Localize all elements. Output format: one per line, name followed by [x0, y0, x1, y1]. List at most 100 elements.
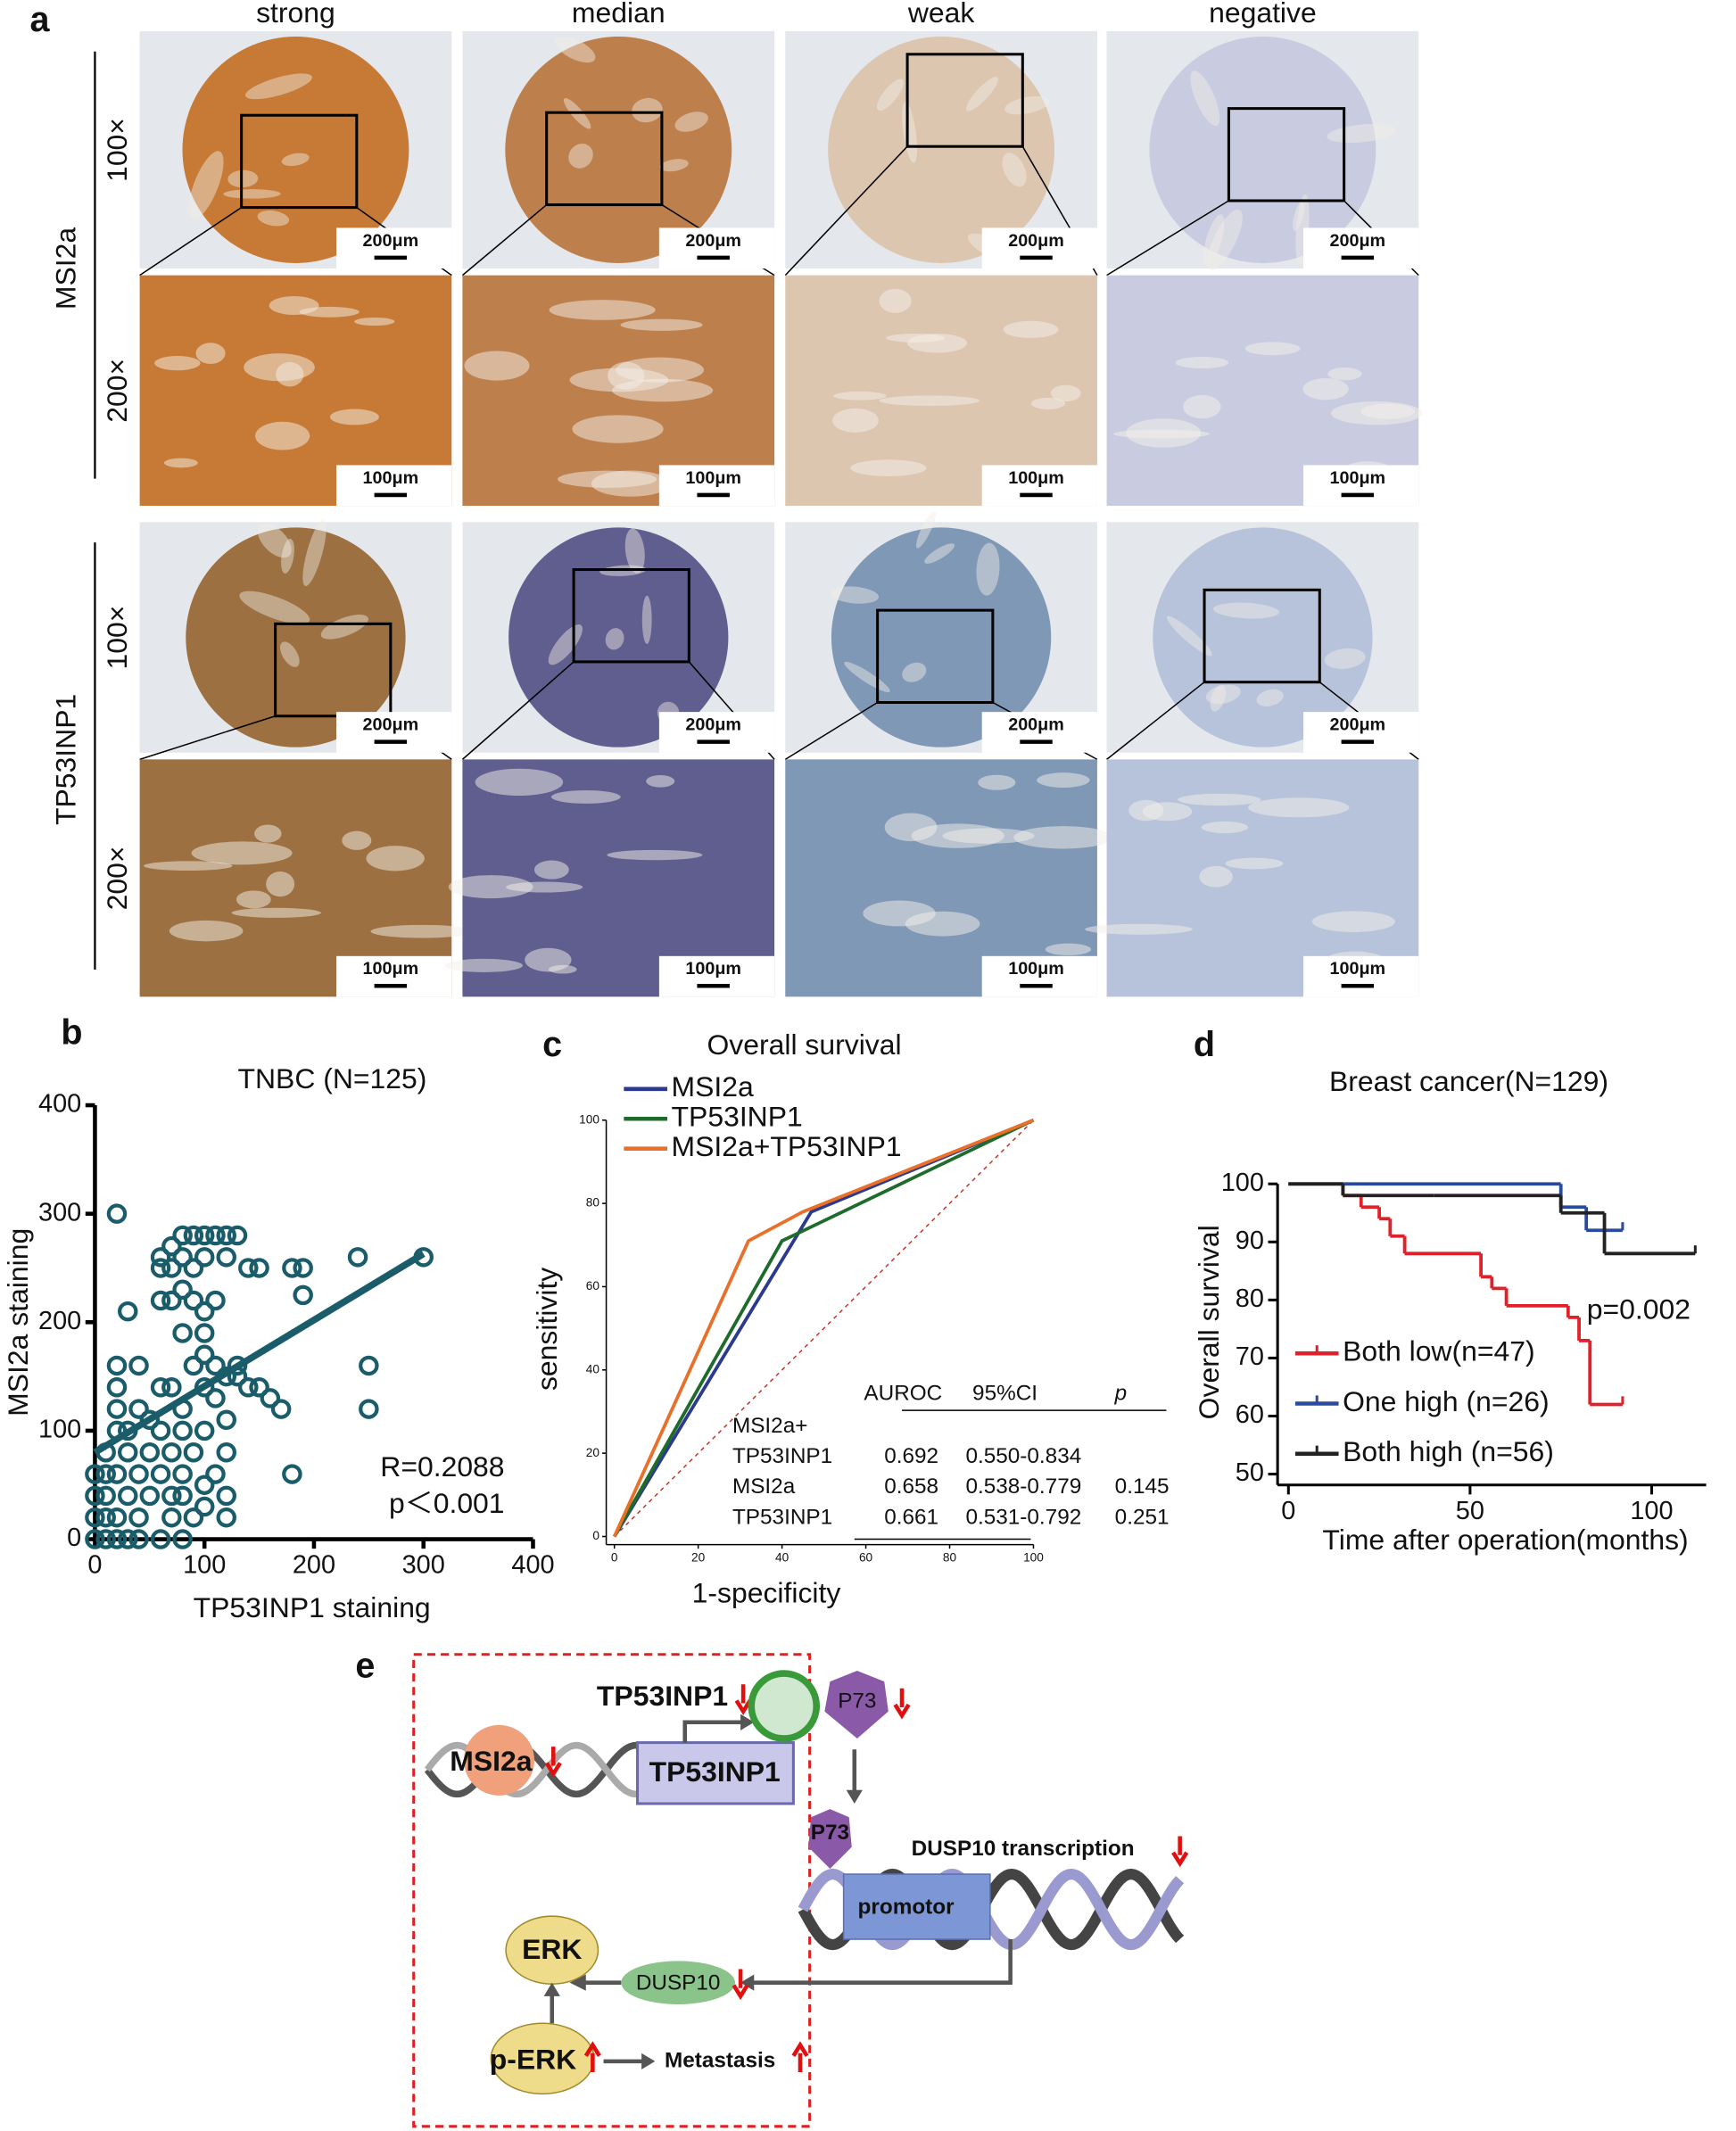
y-axis-label: Overall survival	[1193, 1225, 1225, 1419]
x-tick-label: 40	[775, 1550, 789, 1564]
stroma	[370, 924, 474, 938]
scatter-point	[282, 1464, 302, 1484]
zoom-line	[784, 145, 908, 277]
pathway-arrow	[682, 1720, 744, 1743]
stroma	[1004, 95, 1050, 115]
zoom-box	[905, 53, 1024, 148]
x-tick-label: 50	[1456, 1497, 1484, 1525]
table-cell: 0.550-0.834	[965, 1444, 1081, 1468]
stroma	[965, 76, 999, 112]
stroma	[448, 875, 533, 899]
scatter-point	[172, 1464, 193, 1484]
scale-box	[981, 955, 1097, 997]
micrograph	[139, 519, 452, 761]
gene-box	[636, 1741, 795, 1805]
y-tick-label: 60	[586, 1279, 600, 1293]
scale-label: 100μm	[685, 468, 741, 488]
change-arrow	[893, 1688, 911, 1720]
x-tick-label: 0	[1281, 1497, 1295, 1525]
scatter-point	[128, 1399, 149, 1419]
scatter-point	[172, 1225, 193, 1246]
stroma	[572, 415, 664, 443]
micrograph	[1106, 275, 1423, 507]
scale-label: 200μm	[1330, 715, 1386, 735]
zoom-box	[572, 568, 690, 664]
table-cell: MSI2a+	[732, 1414, 807, 1438]
stroma	[1205, 684, 1241, 705]
scatter-point	[106, 1399, 128, 1419]
scatter-point	[194, 1323, 215, 1343]
scale-label: 200μm	[363, 715, 419, 735]
micrograph	[139, 30, 452, 277]
panel-letter: a	[29, 0, 50, 39]
micrograph	[139, 275, 452, 507]
scatter-point	[205, 1464, 226, 1484]
micrograph	[785, 759, 1113, 997]
scatter-point	[194, 1344, 215, 1366]
scale-box	[658, 712, 775, 753]
scale-box	[1303, 227, 1419, 269]
scatter-point	[282, 1258, 302, 1278]
scatter-point	[216, 1225, 236, 1246]
scatter-point	[293, 1258, 313, 1278]
table-header: 95%CI	[972, 1381, 1037, 1405]
scatter-point	[172, 1420, 193, 1441]
scale-label: 200μm	[1330, 231, 1386, 251]
x-tick-label: 300	[402, 1551, 445, 1580]
tissue-core	[508, 527, 729, 748]
stroma	[1199, 865, 1233, 888]
stroma	[1225, 857, 1284, 870]
change-arrow	[583, 2041, 601, 2073]
promoter-box	[842, 1873, 991, 1940]
change-arrow	[732, 1969, 749, 2001]
table-cell: 0.661	[884, 1505, 938, 1529]
stroma	[641, 595, 652, 644]
scatter-point	[95, 1464, 116, 1484]
stroma	[231, 907, 321, 918]
stroma	[1248, 797, 1350, 818]
chart-title: TNBC (N=125)	[238, 1062, 427, 1094]
zoom-box	[876, 608, 995, 705]
table-header: AUROC	[864, 1381, 942, 1405]
micrograph	[444, 759, 775, 997]
table-header: p	[1114, 1381, 1128, 1405]
scatter-point	[205, 1388, 226, 1408]
scatter-point	[106, 1464, 128, 1484]
scatter-point	[139, 1409, 161, 1431]
scatter-point	[194, 1474, 215, 1495]
y-tick-label: 80	[1236, 1284, 1264, 1313]
stroma	[605, 628, 624, 650]
scale-box	[981, 227, 1097, 269]
protein-label: MSI2a	[450, 1745, 532, 1777]
scale-box	[336, 227, 452, 269]
scale-box	[981, 465, 1097, 507]
stroma	[195, 343, 226, 364]
stroma	[1190, 70, 1220, 127]
scatter-point	[128, 1529, 149, 1549]
stroma	[533, 860, 569, 880]
scale-box	[658, 227, 775, 269]
stroma	[281, 538, 294, 574]
legend-label: Both low(n=47)	[1343, 1335, 1535, 1367]
scatter-point	[139, 1441, 161, 1463]
chart-title: Breast cancer(N=129)	[1329, 1065, 1608, 1097]
stroma	[257, 523, 292, 558]
scatter-point	[359, 1399, 379, 1419]
scatter-point	[194, 1496, 215, 1517]
scale-box	[1303, 465, 1419, 507]
scatter-point	[249, 1258, 269, 1278]
magnification-label: 200×	[101, 359, 133, 423]
scale-label: 100μm	[363, 959, 419, 979]
scatter-point	[106, 1507, 128, 1528]
table-cell: 0.538-0.779	[965, 1474, 1081, 1499]
zoom-box	[545, 111, 664, 207]
panel-letter: c	[542, 1025, 562, 1064]
dna-strand	[424, 1741, 640, 1798]
scale-box	[336, 955, 452, 997]
protein-label: P73	[838, 1689, 876, 1713]
x-axis-label: TP53INP1 staining	[194, 1591, 431, 1623]
zoom-line	[461, 661, 575, 760]
stroma	[876, 78, 905, 112]
scatter-point	[249, 1377, 269, 1398]
y-tick-label: 200	[38, 1307, 81, 1335]
